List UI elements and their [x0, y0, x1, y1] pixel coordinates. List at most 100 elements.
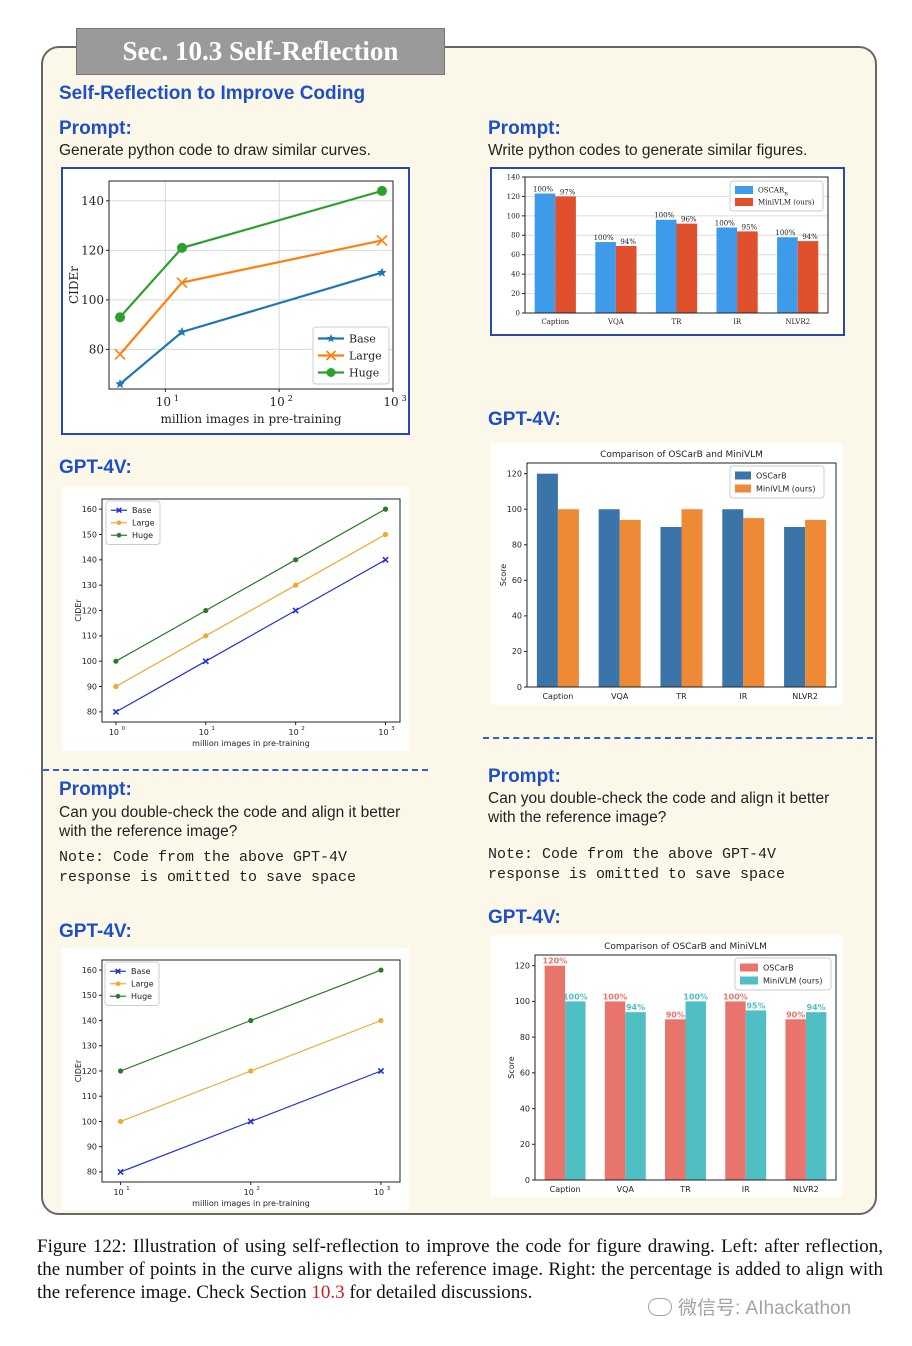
data-label: 100%	[723, 992, 748, 1001]
legend-marker	[115, 981, 121, 987]
watermark-text: 微信号: AIhackathon	[678, 1298, 852, 1319]
y-tick-label: 120	[81, 244, 104, 258]
x-tick-exponent: 1	[211, 726, 215, 732]
y-tick-label: 160	[82, 505, 97, 514]
right-divider	[483, 737, 873, 739]
legend-label: Large	[349, 349, 382, 362]
y-tick-label: 80	[89, 343, 104, 357]
section-ref-link[interactable]: 10.3	[311, 1282, 345, 1303]
data-label: 97%	[560, 188, 576, 196]
x-tick-label: 10	[244, 1188, 254, 1197]
figure-caption: Figure 122: Illustration of using self-r…	[37, 1235, 883, 1304]
x-tick-label: VQA	[607, 318, 625, 326]
left-prompt1-label: Prompt:	[59, 118, 132, 139]
data-point-huge	[376, 185, 387, 196]
series-line-large	[115, 533, 386, 688]
data-label: 90%	[666, 1010, 685, 1019]
x-tick-label: VQA	[617, 1185, 635, 1194]
caption-text-before: Figure 122: Illustration of using self-r…	[37, 1236, 883, 1303]
legend-label: Base	[131, 967, 151, 976]
data-point-base	[112, 708, 120, 716]
data-point-large	[376, 234, 388, 246]
gpt4v-bar-chart-1: Comparison of OSCarB and MiniVLM 0 20 40 60 8…	[491, 443, 843, 705]
y-tick-label: 40	[512, 612, 522, 621]
right-prompt1-text: Write python codes to generate similar f…	[488, 142, 808, 159]
x-tick-label: 10	[113, 1188, 123, 1197]
y-tick-label: 60	[512, 576, 522, 585]
legend-box	[729, 180, 824, 212]
x-tick-label: Caption	[541, 318, 569, 326]
data-point-large	[293, 582, 299, 588]
x-tick-label: 10	[374, 1188, 384, 1197]
legend-marker	[115, 968, 121, 975]
x-tick-label: TR	[672, 318, 683, 326]
y-tick-label: 120	[82, 606, 97, 615]
x-tick-label: 10	[289, 728, 299, 737]
legend-box	[729, 465, 825, 499]
legend-marker	[116, 507, 122, 514]
legend-label: Huge	[132, 531, 153, 540]
y-tick-label: 80	[87, 708, 97, 717]
bar-vqa-series1	[598, 509, 620, 687]
data-point-huge	[117, 1068, 124, 1074]
right-gpt2-label: GPT-4V:	[488, 907, 561, 928]
bar-caption-series1	[534, 193, 556, 313]
x-tick-label: Caption	[550, 1185, 581, 1194]
data-label: 90%	[786, 1010, 805, 1019]
data-point-base	[202, 658, 209, 665]
x-tick-label: 10	[378, 728, 388, 737]
data-label: 94%	[626, 1003, 645, 1012]
data-label: 95%	[742, 223, 758, 231]
left-note-line2: response is omitted to save space	[59, 869, 357, 886]
gpt4v-line-chart-2: 80 90 100 110 120 130 140 150 160 10 1 10 2 10 3 millio…	[62, 948, 409, 1210]
x-tick-label: IR	[739, 692, 747, 701]
bar-caption-series2	[557, 509, 579, 687]
legend-marker	[116, 520, 122, 526]
plot-frame	[534, 954, 837, 1181]
wechat-icon	[648, 1298, 672, 1316]
y-tick-label: 110	[82, 1092, 97, 1101]
bar-vqa-series2	[625, 1012, 646, 1180]
data-point-huge	[113, 658, 119, 664]
x-tick-label: VQA	[611, 692, 629, 701]
left-gpt1-label: GPT-4V:	[59, 457, 132, 478]
bar-tr-series1	[665, 1019, 686, 1180]
data-label: 100%	[563, 992, 588, 1001]
bar-tr-series2	[685, 1001, 706, 1180]
bar-ir-series1	[716, 227, 738, 313]
bar-vqa-series2	[619, 519, 641, 687]
legend-label: OSCarB	[763, 963, 794, 972]
data-point-large	[117, 1118, 124, 1125]
y-tick-label: 20	[520, 1140, 530, 1149]
data-point-huge	[115, 312, 126, 323]
y-tick-label: 110	[82, 632, 97, 641]
data-point-huge	[382, 506, 389, 512]
chart-title: Comparison of OSCarB and MiniVLM	[600, 450, 763, 460]
y-tick-label: 150	[82, 530, 97, 539]
legend-swatch	[735, 471, 751, 480]
data-point-huge	[203, 607, 209, 614]
x-tick-exponent: 3	[401, 393, 406, 403]
data-point-base	[117, 1168, 124, 1176]
x-tick-label: TR	[675, 692, 687, 701]
plot-frame	[524, 176, 829, 314]
x-tick-exponent: 3	[387, 1186, 391, 1192]
y-tick-label: 160	[82, 966, 97, 975]
data-label: 100%	[594, 234, 614, 242]
legend-label: Base	[132, 506, 152, 515]
legend-box	[734, 957, 832, 991]
legend-label: Large	[132, 519, 155, 528]
left-prompt1-text: Generate python code to draw similar cur…	[59, 142, 371, 159]
x-tick-label: 10	[156, 395, 171, 409]
bar-nlvr2-series1	[784, 527, 806, 687]
legend-marker	[325, 350, 337, 361]
data-label: 94%	[802, 233, 818, 241]
y-tick-label: 80	[87, 1168, 97, 1177]
bar-vqa-series1	[604, 1001, 626, 1180]
section-title: Self-Reflection to Improve Coding	[59, 83, 366, 104]
x-tick-label: 10	[199, 728, 209, 737]
legend-label: MiniVLM (ours)	[763, 976, 822, 985]
data-point-base	[377, 267, 387, 277]
left-prompt2-line2: with the reference image?	[59, 823, 238, 840]
x-tick-label: TR	[679, 1185, 691, 1194]
